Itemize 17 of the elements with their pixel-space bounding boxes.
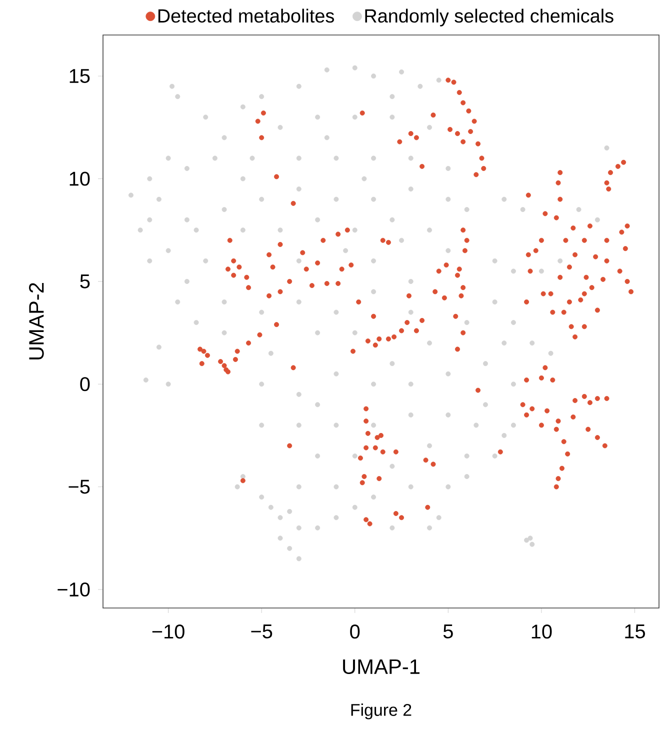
x-tick-label: 0	[350, 624, 360, 639]
x-tick-label: 10	[532, 624, 552, 639]
y-tick-label: −5	[68, 480, 90, 494]
y-tick-label: 15	[70, 69, 90, 84]
legend-label: Randomly selected chemicals	[365, 8, 614, 26]
caption: Figure 2	[351, 704, 412, 720]
y-tick-label: 0	[80, 377, 90, 392]
x-tick-label: 15	[625, 624, 645, 638]
y-axis-title: UMAP-2	[29, 283, 44, 360]
y-tick-label: −10	[58, 582, 90, 597]
x-tick-label: −5	[251, 624, 272, 638]
x-axis-title: UMAP-1	[343, 659, 420, 674]
y-tick-label: 10	[70, 172, 90, 186]
x-tick-label: 5	[443, 624, 453, 638]
legend-label: Detected metabolites	[158, 8, 334, 23]
y-tick-label: 5	[80, 274, 90, 288]
x-tick-label: −10	[152, 624, 184, 639]
